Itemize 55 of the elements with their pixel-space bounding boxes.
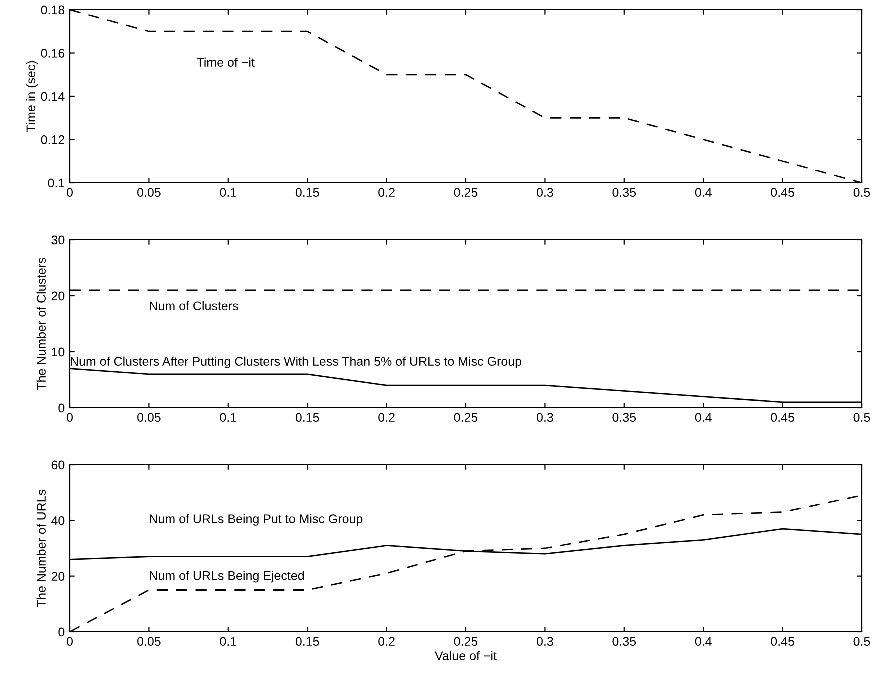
y-tick-label: 30: [52, 236, 65, 245]
x-tick-label: 0.25: [454, 413, 478, 422]
x-tick-label: 0.15: [296, 413, 320, 422]
x-tick-label: 0: [67, 637, 73, 646]
x-tick-label: 0.5: [854, 413, 870, 422]
x-tick-label: 0.15: [296, 637, 320, 646]
y-tick-label: 0.18: [41, 6, 65, 15]
x-tick-label: 0.4: [695, 637, 712, 646]
y-tick-label: 0: [58, 628, 65, 637]
x-tick-label: 0.3: [537, 637, 554, 646]
y-tick-label: 0.16: [41, 49, 65, 58]
series-label: Num of Clusters: [150, 301, 238, 311]
x-axis-title: Value of −it: [435, 651, 497, 660]
x-tick-label: 0.2: [378, 413, 395, 422]
x-tick-label: 0.5: [854, 188, 870, 198]
x-tick-label: 0.15: [296, 188, 320, 198]
y-tick-label: 0: [58, 404, 65, 413]
y-tick-label: 20: [52, 572, 65, 581]
x-tick-label: 0.3: [537, 413, 554, 422]
x-tick-label: 0.2: [378, 637, 395, 646]
x-tick-label: 0.05: [138, 413, 161, 422]
x-tick-label: 0: [67, 188, 73, 198]
y-axis-title: The Number of URLs: [36, 490, 46, 608]
x-tick-label: 0.4: [695, 413, 712, 422]
x-tick-label: 0: [67, 413, 73, 422]
x-tick-label: 0.45: [771, 413, 794, 422]
x-tick-label: 0.45: [771, 188, 794, 198]
x-tick-label: 0.35: [612, 637, 636, 646]
y-axis-title: Time in (sec): [26, 61, 38, 132]
x-tick-label: 0.05: [138, 188, 161, 198]
series-label: Num of URLs Being Put to Misc Group: [150, 514, 363, 526]
x-tick-label: 0.3: [537, 188, 554, 198]
text: Time of −it: [197, 58, 255, 67]
x-tick-label: 0.2: [378, 188, 395, 198]
x-tick-label: 0.05: [138, 637, 161, 646]
y-tick-label: 20: [52, 292, 65, 301]
x-tick-label: 0.25: [454, 637, 478, 646]
x-tick-label: 0.5: [854, 637, 870, 646]
x-tick-label: 0.45: [771, 637, 794, 646]
y-axis-title: The Number of Clusters: [36, 258, 46, 390]
x-tick-label: 0.35: [612, 413, 636, 422]
x-tick-label: 0.1: [220, 413, 236, 422]
x-tick-label: 0.1: [220, 188, 236, 198]
y-tick-label: 0.14: [41, 92, 65, 102]
y-tick-label: 0.1: [48, 178, 65, 188]
x-tick-label: 0.35: [612, 188, 636, 198]
y-tick-label: 10: [52, 348, 65, 357]
x-tick-label: 0.1: [220, 637, 236, 646]
y-tick-label: 60: [52, 460, 65, 470]
x-tick-label: 0.25: [454, 188, 478, 198]
y-tick-label: 40: [52, 516, 65, 526]
series-label: Num of URLs Being Ejected: [150, 571, 304, 583]
x-tick-label: 0.4: [695, 188, 712, 198]
legend-label: Num of Clusters After Putting Clusters With Less Than 5% of URLs to Misc Group: [71, 356, 522, 368]
y-tick-label: 0.12: [41, 136, 65, 144]
